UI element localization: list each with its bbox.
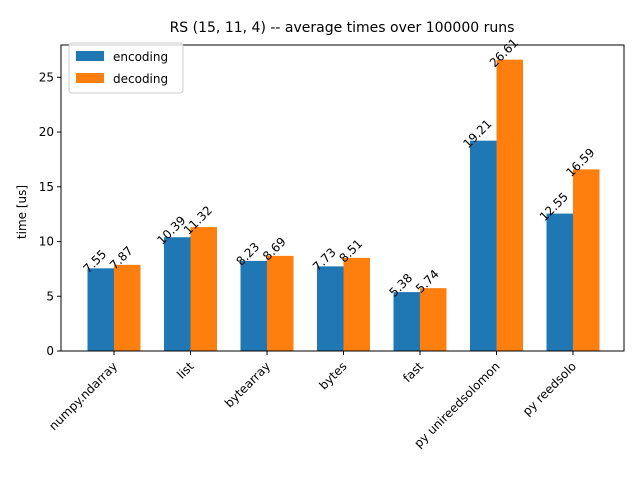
- chart-title: RS (15, 11, 4) -- average times over 100…: [170, 20, 515, 36]
- y-tick-label: 15: [39, 180, 54, 194]
- y-tick-label: 20: [39, 125, 54, 139]
- bar-encoding: [87, 268, 114, 351]
- bar-decoding: [190, 227, 217, 351]
- bar-decoding: [343, 257, 370, 351]
- bar-encoding: [470, 140, 497, 351]
- bar-decoding: [114, 264, 141, 351]
- x-tick-label: fast: [400, 359, 426, 385]
- bars-group: [87, 59, 600, 352]
- bar-encoding: [393, 292, 420, 351]
- legend-label-encoding: encoding: [113, 50, 168, 64]
- x-tick-label: py unireedsolomon: [411, 359, 502, 450]
- bar-encoding: [164, 237, 191, 351]
- legend-swatch-decoding: [76, 73, 104, 83]
- legend-label-decoding: decoding: [113, 72, 168, 86]
- x-tick-label: bytes: [316, 359, 349, 392]
- legend: encoding decoding: [68, 42, 184, 94]
- x-tick-label: bytearray: [222, 359, 273, 410]
- bar-decoding: [420, 288, 447, 351]
- y-tick-label: 0: [46, 344, 54, 358]
- x-tick-label: numpy.ndarray: [46, 359, 120, 433]
- x-tick-label: py reedsolo: [520, 359, 579, 418]
- y-tick-label: 5: [46, 289, 54, 303]
- y-axis-label: time [us]: [15, 185, 29, 239]
- y-tick-label: 10: [39, 235, 54, 249]
- bar-encoding: [546, 213, 573, 351]
- bar-encoding: [317, 266, 344, 351]
- bar-encoding: [240, 260, 267, 351]
- plot-frame: [60, 44, 625, 352]
- legend-swatch-encoding: [76, 51, 104, 61]
- y-tick-label: 25: [39, 70, 54, 84]
- bar-decoding: [573, 169, 600, 351]
- bar-decoding: [267, 255, 294, 351]
- y-axis: 0 5 10 15 20 25: [39, 70, 61, 358]
- x-tick-label: list: [174, 359, 197, 382]
- bar-decoding: [496, 59, 523, 352]
